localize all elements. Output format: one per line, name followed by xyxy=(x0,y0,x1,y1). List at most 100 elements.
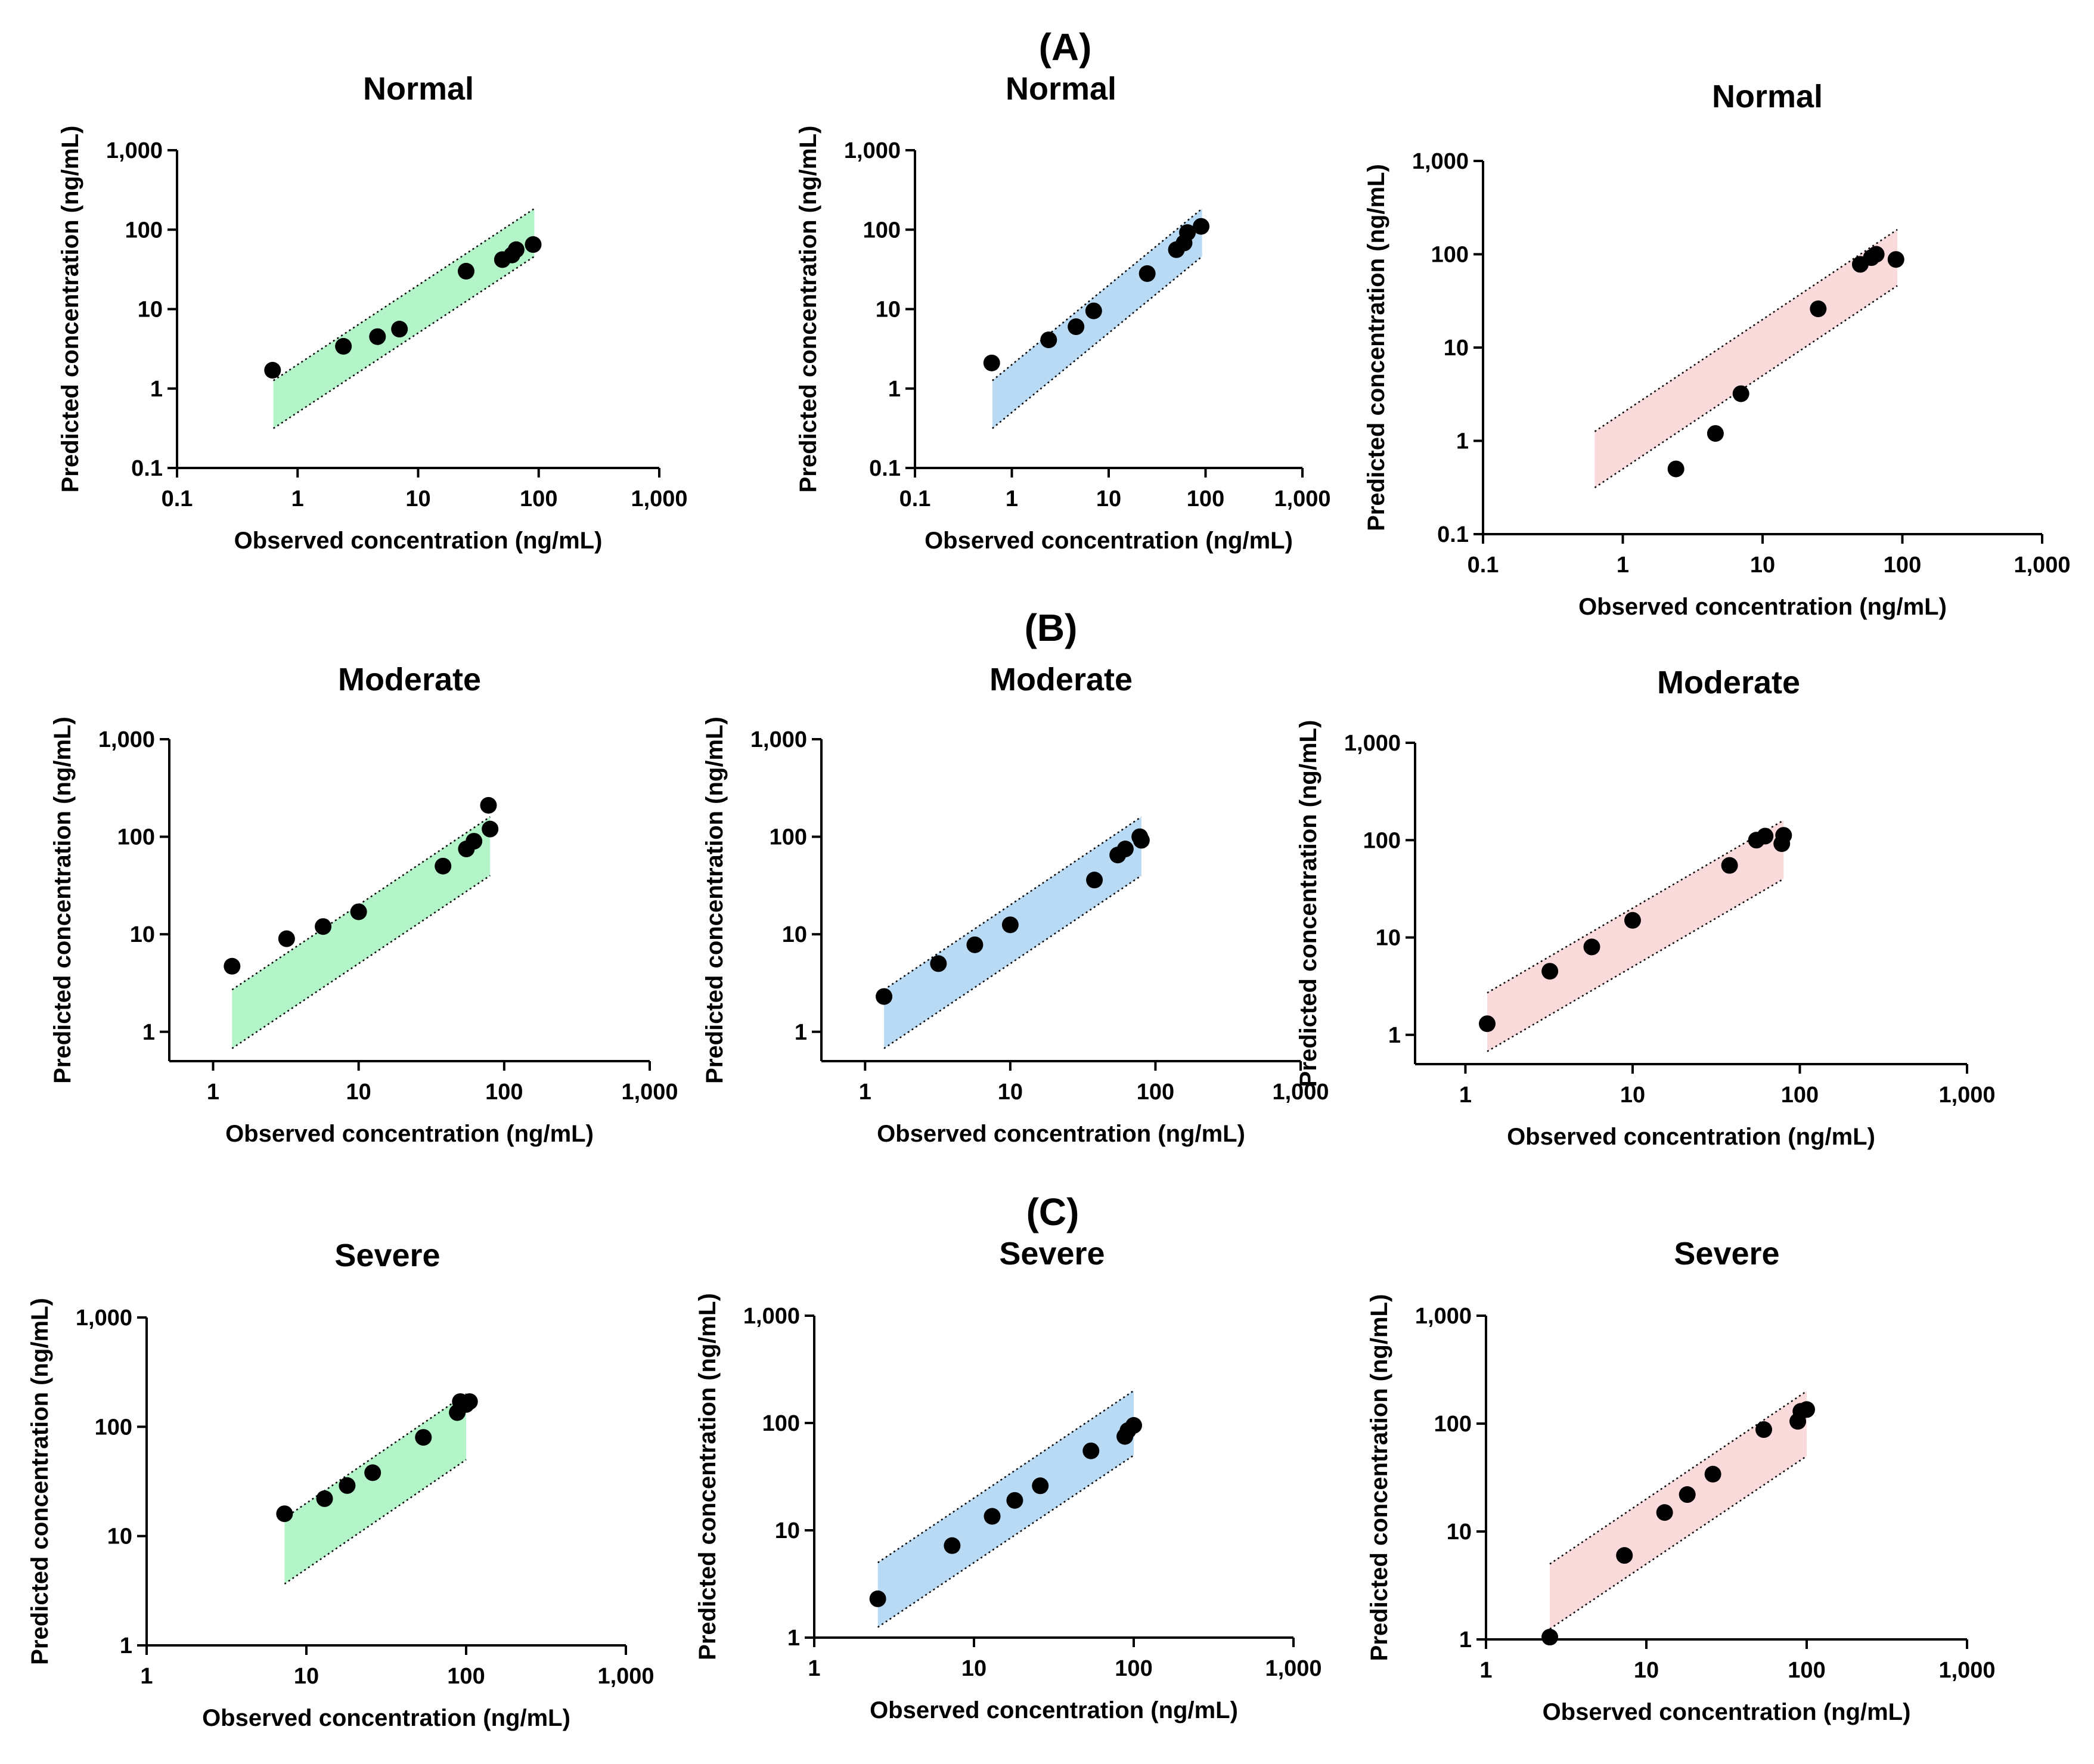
y-tick-label: 100 xyxy=(863,218,901,243)
y-tick-label: 1 xyxy=(888,377,901,402)
x-tick-label: 10 xyxy=(998,1080,1023,1105)
lower-fold-line xyxy=(877,1455,1134,1628)
data-point xyxy=(1624,912,1641,929)
data-point xyxy=(1085,302,1102,320)
y-tick-label: 1 xyxy=(795,1020,807,1045)
data-point xyxy=(364,1464,381,1481)
y-tick-label: 10 xyxy=(138,297,163,323)
x-tick-label: 1 xyxy=(207,1080,219,1105)
data-point xyxy=(278,930,295,947)
data-point xyxy=(461,1393,478,1410)
x-tick-label: 1,000 xyxy=(1938,1083,1995,1108)
chart-title: Moderate xyxy=(989,662,1133,697)
data-point xyxy=(944,1537,961,1554)
group-label-b: (B) xyxy=(1025,606,1078,649)
x-tick-label: 100 xyxy=(520,486,557,511)
data-point xyxy=(1656,1504,1673,1521)
upper-fold-line xyxy=(1487,819,1784,994)
x-tick-label: 100 xyxy=(1187,486,1224,511)
x-tick-label: 0.1 xyxy=(1468,553,1499,578)
lower-fold-line xyxy=(883,875,1142,1049)
y-tick-label: 1 xyxy=(787,1626,800,1651)
data-point xyxy=(466,833,483,850)
x-axis-label: Observed concentration (ng/mL) xyxy=(225,1121,594,1147)
upper-fold-line xyxy=(284,1393,467,1519)
prediction-band xyxy=(1550,1391,1807,1629)
chart-title: Normal xyxy=(1006,71,1116,107)
data-point xyxy=(1887,251,1904,268)
data-point xyxy=(1616,1547,1633,1564)
y-tick-label: 0.1 xyxy=(131,456,163,481)
y-axis-label: Predicted concentration (ng/mL) xyxy=(1366,1294,1392,1661)
data-point xyxy=(1810,300,1827,318)
x-tick-label: 1,000 xyxy=(631,486,687,511)
data-point xyxy=(480,796,497,814)
data-point xyxy=(983,354,1000,371)
x-tick-label: 10 xyxy=(961,1656,986,1681)
x-tick-label: 1 xyxy=(291,486,304,511)
data-point xyxy=(339,1477,356,1494)
chart-panel-c2: 1 10 100 1,000 1 10 100 1,000 Severe Observed con… xyxy=(694,1236,1322,1723)
y-tick-label: 10 xyxy=(107,1524,132,1549)
lower-fold-line xyxy=(284,1459,467,1585)
chart-title: Severe xyxy=(1674,1236,1779,1272)
x-tick-label: 1,000 xyxy=(1265,1656,1321,1681)
x-tick-label: 1,000 xyxy=(621,1080,678,1105)
data-point xyxy=(391,321,408,338)
x-tick-label: 1 xyxy=(1479,1658,1492,1683)
x-tick-label: 100 xyxy=(447,1664,485,1689)
y-tick-label: 1,000 xyxy=(844,138,901,163)
x-tick-label: 0.1 xyxy=(899,486,931,511)
x-tick-label: 1 xyxy=(1617,553,1629,578)
y-tick-label: 1,000 xyxy=(98,727,155,752)
y-tick-label: 10 xyxy=(130,922,155,947)
upper-fold-line xyxy=(1549,1390,1807,1565)
data-point xyxy=(1086,872,1103,889)
data-point xyxy=(1867,246,1885,263)
data-point xyxy=(1116,841,1134,858)
x-tick-label: 1,000 xyxy=(2014,553,2070,578)
y-tick-label: 100 xyxy=(770,825,807,850)
prediction-band xyxy=(273,208,535,429)
x-tick-label: 100 xyxy=(1788,1658,1825,1683)
data-point xyxy=(876,988,893,1005)
chart-panel-b3: 1 10 100 1,000 1 10 100 1,000 Moderate Observed c… xyxy=(1295,665,1996,1150)
data-point xyxy=(507,241,525,258)
data-point xyxy=(1583,938,1600,956)
data-point xyxy=(1001,916,1019,934)
chart-panel-a3: 0.1 1 10 100 1,000 0.1 1 10 100 1,000 Normal Observ… xyxy=(1363,79,2071,620)
lower-fold-line xyxy=(1594,285,1898,489)
x-axis-label: Observed concentration (ng/mL) xyxy=(202,1705,570,1731)
data-point xyxy=(1755,1421,1773,1439)
y-tick-label: 1 xyxy=(120,1633,132,1658)
data-point xyxy=(1679,1486,1696,1503)
data-point xyxy=(525,236,542,253)
y-tick-label: 0.1 xyxy=(869,456,901,481)
x-tick-label: 10 xyxy=(1096,486,1121,511)
data-point xyxy=(1541,963,1559,980)
upper-fold-line xyxy=(883,816,1142,991)
x-tick-label: 1,000 xyxy=(597,1664,654,1689)
chart-title: Severe xyxy=(334,1238,440,1273)
chart-panel-a2: 0.1 1 10 100 1,000 0.1 1 10 100 1,000 Normal Observ… xyxy=(795,71,1331,554)
y-tick-label: 1,000 xyxy=(1412,149,1469,174)
x-tick-label: 1 xyxy=(140,1664,153,1689)
x-axis-label: Observed concentration (ng/mL) xyxy=(1578,594,1947,620)
data-point xyxy=(1541,1629,1559,1646)
y-tick-label: 1,000 xyxy=(1415,1304,1472,1329)
x-tick-label: 1,000 xyxy=(1274,486,1330,511)
x-tick-label: 10 xyxy=(346,1080,371,1105)
data-point xyxy=(1082,1442,1100,1459)
data-point xyxy=(1479,1015,1496,1033)
x-tick-label: 1 xyxy=(1459,1083,1472,1108)
data-point xyxy=(869,1590,886,1607)
y-tick-label: 10 xyxy=(1376,926,1401,951)
x-tick-label: 10 xyxy=(1750,553,1775,578)
upper-fold-line xyxy=(1594,229,1898,432)
y-tick-label: 0.1 xyxy=(1437,522,1469,547)
prediction-band xyxy=(284,1394,466,1584)
y-tick-label: 10 xyxy=(782,922,807,947)
x-tick-label: 1 xyxy=(1006,486,1018,511)
x-tick-label: 100 xyxy=(1137,1080,1174,1105)
